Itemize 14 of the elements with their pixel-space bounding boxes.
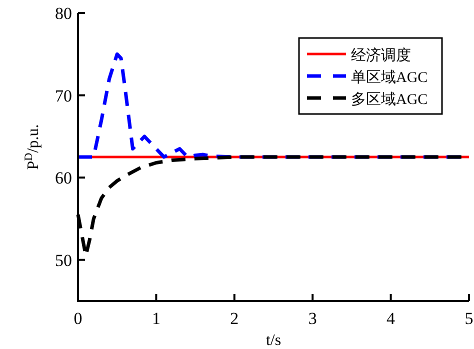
x-axis-title: t/s xyxy=(266,332,282,349)
x-tick-label: 2 xyxy=(230,309,239,328)
legend-label: 多区域AGC xyxy=(351,91,428,108)
x-tick-label: 4 xyxy=(386,309,396,328)
y-tick-label: 60 xyxy=(55,168,72,188)
x-tick-label: 5 xyxy=(464,309,474,328)
legend-label: 单区域AGC xyxy=(351,69,428,86)
legend-label: 经济调度 xyxy=(351,47,411,64)
y-tick-label: 70 xyxy=(55,86,72,106)
x-tick-label: 3 xyxy=(308,309,317,328)
y-tick-label: 80 xyxy=(55,4,72,23)
x-tick-label: 0 xyxy=(74,309,82,328)
x-tick-label: 1 xyxy=(152,309,160,328)
y-tick-label: 50 xyxy=(55,250,72,270)
